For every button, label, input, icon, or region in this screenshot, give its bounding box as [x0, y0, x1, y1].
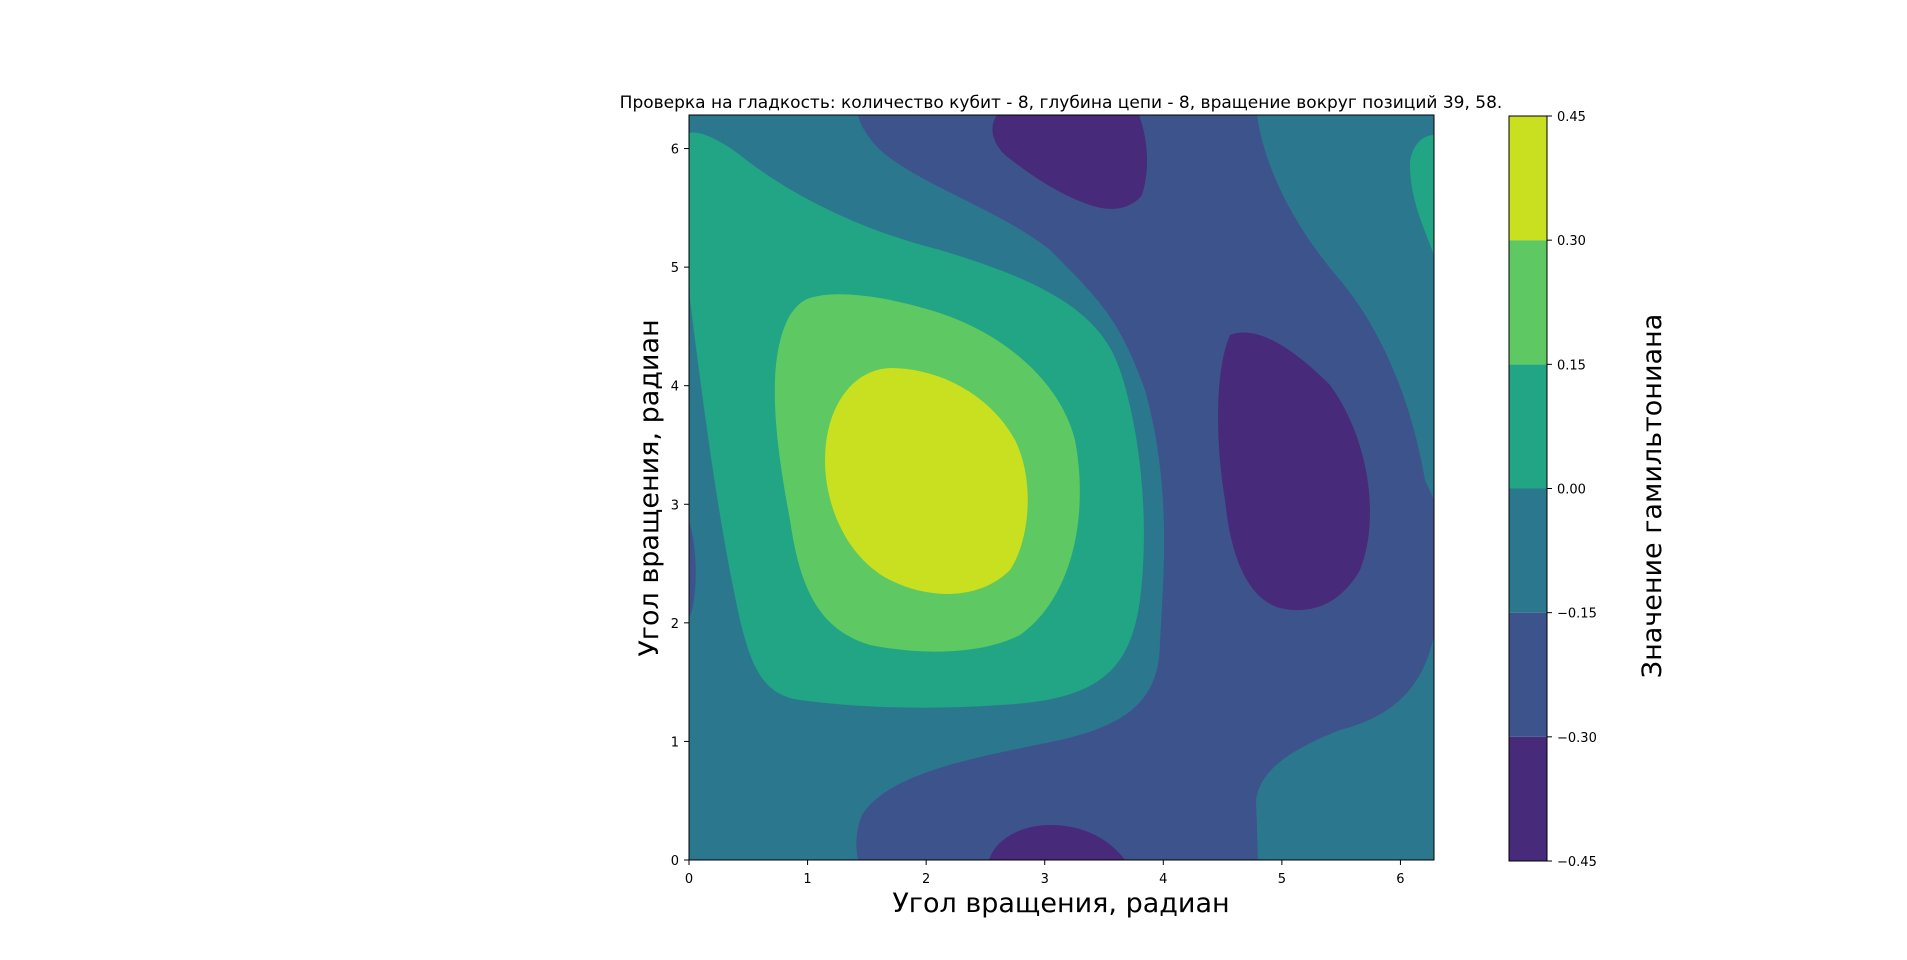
colorbar-band — [1509, 364, 1547, 489]
colorbar-tick-label: −0.45 — [1557, 855, 1597, 870]
y-tick-label: 2 — [671, 617, 679, 632]
x-tick-label: 6 — [1396, 872, 1404, 887]
colorbar-tick-label: −0.15 — [1557, 607, 1597, 622]
y-tick-label: 4 — [671, 380, 679, 395]
colorbar-band — [1509, 736, 1547, 861]
y-tick-label: 6 — [671, 143, 679, 158]
x-tick-label: 3 — [1041, 872, 1049, 887]
colorbar-tick-label: 0.45 — [1557, 110, 1586, 125]
colorbar-ticks: −0.45 −0.30 −0.15 0.00 0.15 0.30 0.45 — [1547, 110, 1597, 870]
colorbar-tick-label: 0.30 — [1557, 234, 1586, 249]
plot-frame — [688, 114, 1435, 861]
colorbar-tick-label: 0.00 — [1557, 483, 1586, 498]
colorbar-label: Значение гамильтониана — [1637, 314, 1668, 678]
y-tick-label: 1 — [671, 735, 679, 750]
x-axis-ticks: 0 1 2 3 4 5 6 — [685, 860, 1405, 887]
y-tick-label: 5 — [671, 261, 679, 276]
contour-band-neg045-neg030-bottom — [989, 825, 1125, 860]
contour-plot — [689, 115, 1434, 860]
x-tick-label: 2 — [922, 872, 930, 887]
contour-band-neg045-neg030-right — [1218, 332, 1370, 611]
colorbar-tick-label: 0.15 — [1557, 358, 1586, 373]
colorbar-band — [1509, 240, 1547, 365]
y-tick-label: 3 — [671, 498, 679, 513]
y-tick-label: 0 — [671, 854, 679, 869]
x-tick-label: 4 — [1159, 872, 1167, 887]
y-axis-label: Угол вращения, радиан — [634, 319, 665, 656]
x-tick-label: 0 — [685, 872, 693, 887]
x-tick-label: 1 — [803, 872, 811, 887]
chart-title: Проверка на гладкость: количество кубит … — [620, 93, 1503, 113]
colorbar-band — [1509, 612, 1547, 737]
contour-band-0-015-edge — [1410, 135, 1434, 255]
colorbar-band — [1509, 488, 1547, 613]
colorbar-tick-label: −0.30 — [1557, 731, 1597, 746]
contour-band-neg030-neg015 — [856, 115, 1434, 860]
y-axis-ticks: 0 1 2 3 4 5 6 — [671, 143, 689, 869]
colorbar-band — [1509, 116, 1547, 241]
contour-band-neg045-neg030-top — [992, 115, 1148, 209]
contour-band-neg030-neg015-left — [689, 520, 696, 618]
x-tick-label: 5 — [1278, 872, 1286, 887]
x-axis-label: Угол вращения, радиан — [892, 888, 1229, 919]
contour-band-030-045 — [825, 368, 1028, 594]
colorbar — [1509, 116, 1547, 861]
